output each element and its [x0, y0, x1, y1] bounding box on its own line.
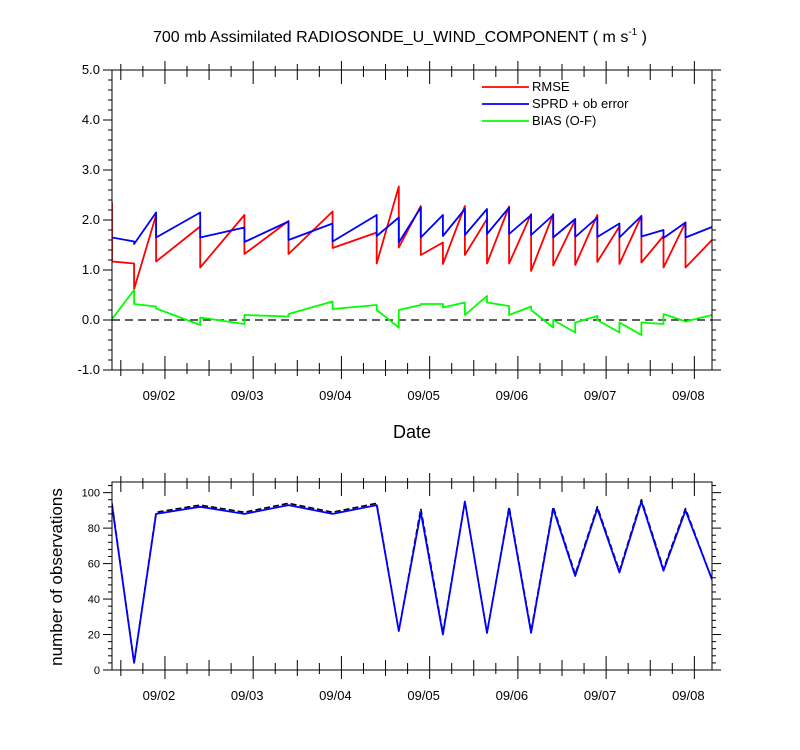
legend-label: BIAS (O-F) — [532, 113, 596, 128]
y-tick-label: -1.0 — [78, 362, 100, 377]
series-line-rmse — [112, 185, 712, 290]
rmse-spread-bias-chart: 700 mb Assimilated RADIOSONDE_U_WIND_COM… — [78, 27, 721, 442]
y-tick-label: 100 — [82, 488, 100, 500]
x-tick-label: 09/07 — [584, 388, 617, 403]
y-tick-label: 0 — [94, 665, 100, 677]
series-group — [112, 185, 712, 336]
x-tick-label: 09/04 — [319, 388, 352, 403]
series-group — [112, 498, 712, 664]
x-tick-label: 09/02 — [143, 388, 176, 403]
x-tick-label: 09/02 — [143, 688, 176, 703]
series-line-possible — [112, 498, 712, 664]
y-axis-label: number of observations — [47, 488, 66, 666]
x-tick-label: 09/06 — [496, 388, 529, 403]
observation-count-chart: number of observations 0 20 40 60 80 100 09/02… — [47, 473, 721, 703]
legend-label: RMSE — [532, 79, 570, 94]
x-tick-label: 09/08 — [672, 688, 705, 703]
y-tick-label: 4.0 — [82, 112, 100, 127]
x-tick-label: 09/05 — [407, 688, 440, 703]
legend-label: SPRD + ob error — [532, 96, 629, 111]
series-line-sprd-ob-error — [112, 206, 712, 245]
y-tick-label: 0.0 — [82, 312, 100, 327]
tick-marks — [103, 473, 721, 679]
y-tick-label: 60 — [88, 559, 100, 571]
x-tick-label: 09/05 — [407, 388, 440, 403]
y-tick-label: 1.0 — [82, 262, 100, 277]
x-tick-label: 09/03 — [231, 388, 264, 403]
y-tick-label: 2.0 — [82, 212, 100, 227]
x-tick-label: 09/03 — [231, 688, 264, 703]
x-axis-label: Date — [393, 422, 431, 442]
y-tick-label: 80 — [88, 523, 100, 535]
y-tick-label: 40 — [88, 594, 100, 606]
x-tick-label: 09/06 — [496, 688, 529, 703]
series-line-used — [112, 500, 712, 664]
series-line-bias-o-f — [112, 289, 712, 336]
tick-marks — [103, 61, 721, 379]
x-tick-label: 09/08 — [672, 388, 705, 403]
x-tick-label: 09/04 — [319, 688, 352, 703]
y-tick-label: 5.0 — [82, 62, 100, 77]
bottom-plot-area: 0 20 40 60 80 100 09/02 09/03 09/04 09/05 09/06 09/… — [82, 473, 721, 703]
x-tick-label: 09/07 — [584, 688, 617, 703]
plot-frame — [111, 481, 713, 671]
y-tick-label: 20 — [88, 630, 100, 642]
legend: RMSE SPRD + ob error BIAS (O-F) — [482, 79, 629, 128]
top-plot-area: -1.0 0.0 1.0 2.0 3.0 4.0 5.0 09/02 09/03 09/04 09/… — [78, 61, 721, 403]
y-tick-label: 3.0 — [82, 162, 100, 177]
chart-title: 700 mb Assimilated RADIOSONDE_U_WIND_COM… — [153, 27, 647, 46]
